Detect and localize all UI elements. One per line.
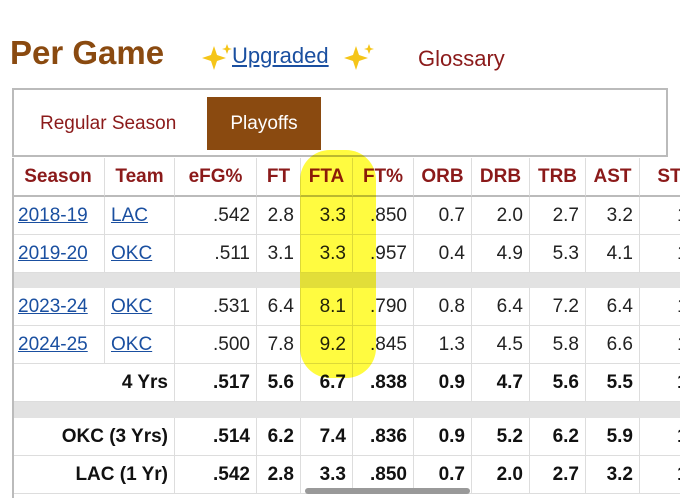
- stat-cell: 5.3: [530, 235, 586, 273]
- total-cell: 5.9: [586, 418, 640, 456]
- stat-cell: 4.9: [472, 235, 530, 273]
- total-cell: .514: [175, 418, 257, 456]
- link-cell[interactable]: 2018-19: [12, 197, 105, 235]
- stat-cell: 0.4: [414, 235, 472, 273]
- stat-cell: 3.2: [586, 197, 640, 235]
- upgraded-link[interactable]: Upgraded: [232, 43, 329, 68]
- total-cell: 5.2: [472, 418, 530, 456]
- link-cell[interactable]: LAC: [105, 197, 175, 235]
- link-cell[interactable]: OKC: [105, 288, 175, 326]
- total-label: LAC (1 Yr): [12, 456, 175, 494]
- stat-cell: .845: [353, 326, 414, 364]
- total-cell: 5.6: [257, 364, 301, 402]
- total-cell: .836: [353, 418, 414, 456]
- link-cell[interactable]: OKC: [105, 326, 175, 364]
- stat-cell: 7.8: [257, 326, 301, 364]
- total-cell: 1.: [640, 456, 680, 494]
- section-title: Per Game: [10, 34, 165, 71]
- column-header[interactable]: Season: [12, 158, 105, 197]
- link-cell[interactable]: 2019-20: [12, 235, 105, 273]
- stat-cell: .542: [175, 197, 257, 235]
- stat-cell: 1.: [640, 235, 680, 273]
- column-header[interactable]: FT: [257, 158, 301, 197]
- column-header[interactable]: ST: [640, 158, 680, 197]
- stat-cell: 7.2: [530, 288, 586, 326]
- highlight: [300, 150, 376, 378]
- total-cell: 1.: [640, 418, 680, 456]
- total-cell: .838: [353, 364, 414, 402]
- total-cell: 5.5: [586, 364, 640, 402]
- link-cell[interactable]: 2023-24: [12, 288, 105, 326]
- stat-cell: .500: [175, 326, 257, 364]
- table-border: [12, 158, 14, 498]
- total-cell: 2.0: [472, 456, 530, 494]
- scrollbar: [305, 488, 470, 494]
- stat-cell: 4.5: [472, 326, 530, 364]
- stat-cell: 0.7: [414, 197, 472, 235]
- total-cell: .542: [175, 456, 257, 494]
- stat-cell: 4.1: [586, 235, 640, 273]
- stat-cell: 1.: [640, 326, 680, 364]
- total-cell: 2.8: [257, 456, 301, 494]
- total-cell: 0.9: [414, 418, 472, 456]
- stat-cell: 6.6: [586, 326, 640, 364]
- link-cell[interactable]: 2024-25: [12, 326, 105, 364]
- total-label: 4 Yrs: [12, 364, 175, 402]
- total-cell: 4.7: [472, 364, 530, 402]
- stat-cell: 2.0: [472, 197, 530, 235]
- column-header[interactable]: eFG%: [175, 158, 257, 197]
- link-cell[interactable]: OKC: [105, 235, 175, 273]
- sparkle-icon: [344, 44, 374, 70]
- column-header[interactable]: TRB: [530, 158, 586, 197]
- stat-cell: 6.4: [586, 288, 640, 326]
- stat-cell: 1.: [640, 197, 680, 235]
- sparkle-icon: [202, 44, 232, 70]
- total-cell: 2.7: [530, 456, 586, 494]
- stat-cell: .790: [353, 288, 414, 326]
- column-header[interactable]: DRB: [472, 158, 530, 197]
- stat-cell: 1.: [640, 288, 680, 326]
- stat-cell: 6.4: [257, 288, 301, 326]
- total-cell: 3.2: [586, 456, 640, 494]
- column-header[interactable]: Team: [105, 158, 175, 197]
- stat-cell: .850: [353, 197, 414, 235]
- stat-cell: .511: [175, 235, 257, 273]
- column-header[interactable]: ORB: [414, 158, 472, 197]
- total-cell: 1.: [640, 364, 680, 402]
- total-cell: .517: [175, 364, 257, 402]
- stat-cell: 2.7: [530, 197, 586, 235]
- total-cell: 6.2: [257, 418, 301, 456]
- glossary-link[interactable]: Glossary: [418, 46, 505, 71]
- total-cell: 5.6: [530, 364, 586, 402]
- stat-cell: .957: [353, 235, 414, 273]
- stat-cell: 2.8: [257, 197, 301, 235]
- total-cell: 6.2: [530, 418, 586, 456]
- tab-active[interactable]: Playoffs: [207, 97, 321, 150]
- stat-cell: 0.8: [414, 288, 472, 326]
- stat-cell: 6.4: [472, 288, 530, 326]
- total-label: OKC (3 Yrs): [12, 418, 175, 456]
- stat-cell: 3.1: [257, 235, 301, 273]
- stat-cell: 5.8: [530, 326, 586, 364]
- total-cell: 7.4: [301, 418, 353, 456]
- spacer-row: [12, 402, 680, 418]
- stat-cell: 1.3: [414, 326, 472, 364]
- stat-cell: .531: [175, 288, 257, 326]
- tab[interactable]: Regular Season: [40, 113, 177, 134]
- total-cell: 0.9: [414, 364, 472, 402]
- column-header[interactable]: AST: [586, 158, 640, 197]
